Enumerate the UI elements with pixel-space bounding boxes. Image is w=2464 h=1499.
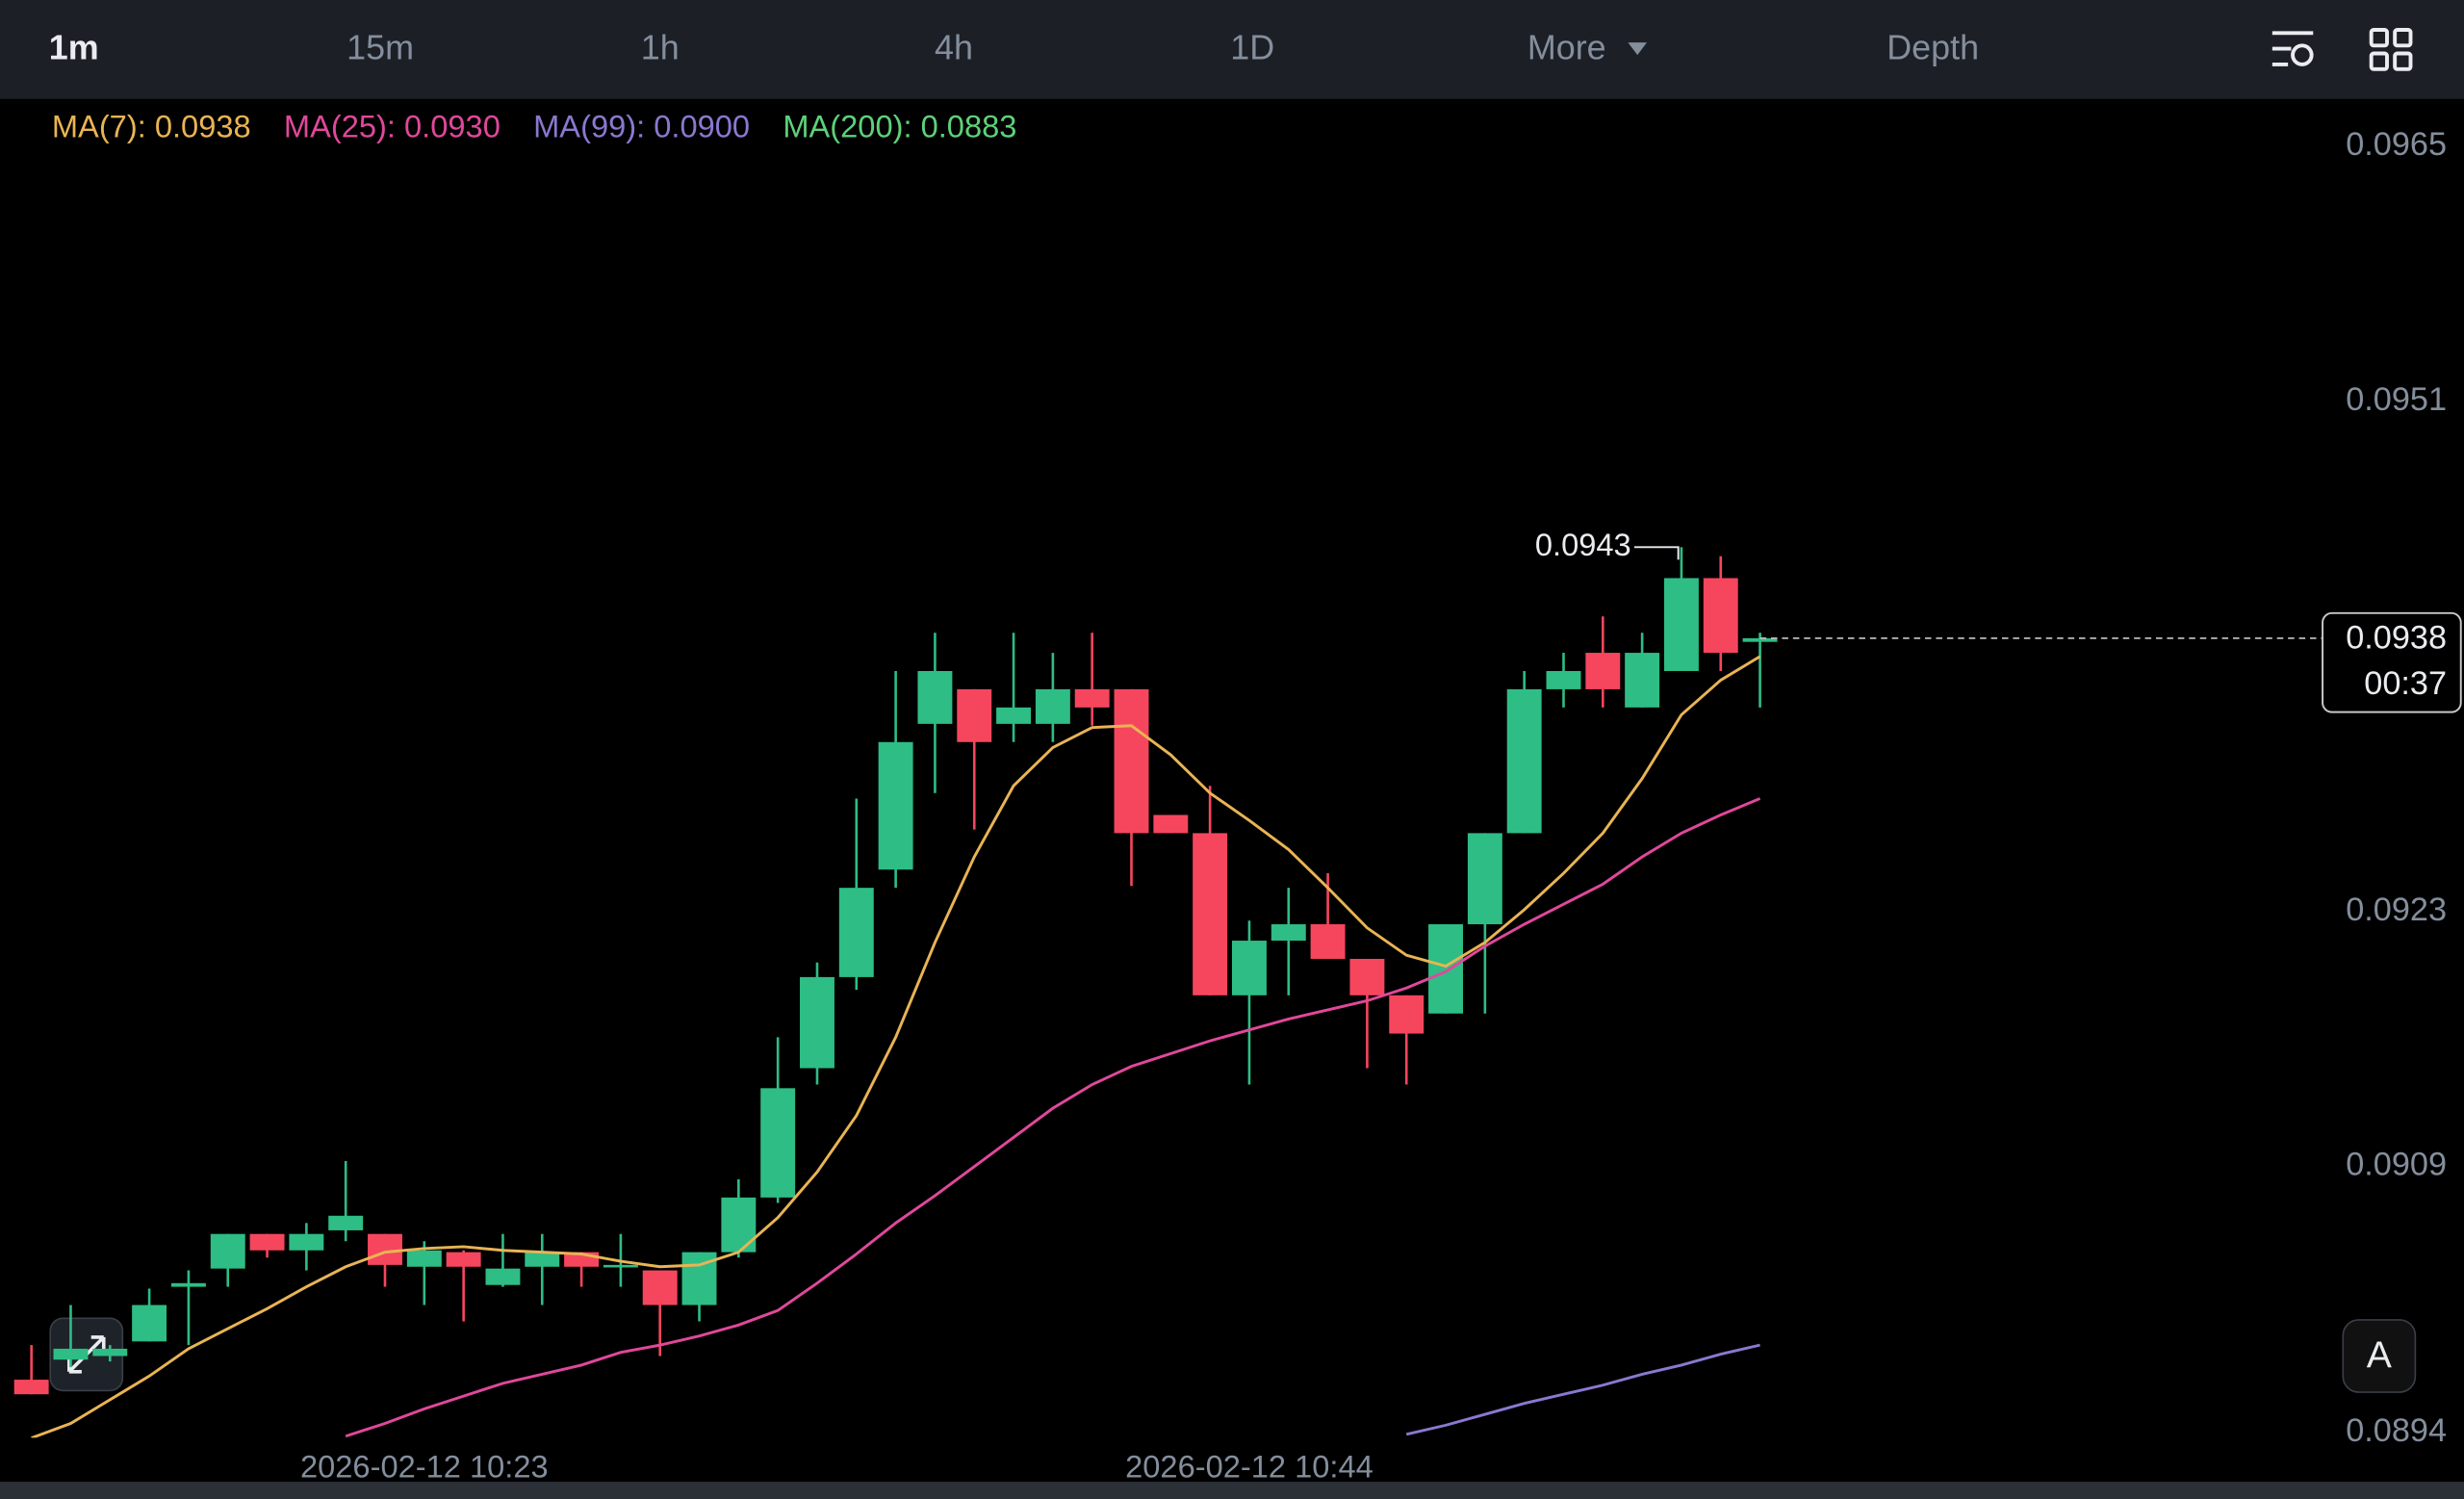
candle-body bbox=[1153, 814, 1189, 834]
candle-body bbox=[1663, 578, 1699, 671]
y-tick-label: 0.0894 bbox=[2346, 1412, 2447, 1449]
countdown-label: 00:37 bbox=[2364, 665, 2447, 702]
candle-body bbox=[603, 1264, 638, 1268]
candle-body bbox=[92, 1348, 128, 1357]
x-tick-label: 2026-02-12 10:23 bbox=[300, 1449, 549, 1485]
candle-body bbox=[1349, 958, 1385, 995]
timeframe-tab[interactable]: 1m bbox=[49, 28, 99, 67]
timeframe-tab[interactable]: More bbox=[1527, 28, 1606, 67]
dropdown-arrow bbox=[1628, 42, 1648, 56]
candle-body bbox=[1625, 653, 1660, 708]
x-tick-label: 2026-02-12 10:44 bbox=[1125, 1449, 1373, 1485]
candle-body bbox=[210, 1233, 245, 1269]
candle-body bbox=[957, 688, 992, 742]
candle-body bbox=[642, 1270, 678, 1305]
auto-button-label[interactable]: A bbox=[2367, 1334, 2393, 1376]
candle-body bbox=[1546, 670, 1581, 689]
candle-body bbox=[838, 888, 874, 977]
bottom-bar bbox=[0, 1482, 2464, 1499]
timeframe-tab[interactable]: 1D bbox=[1230, 28, 1274, 67]
candle-body bbox=[1703, 578, 1738, 654]
legend-entry: MA(7): 0.0938 bbox=[52, 108, 251, 143]
candle-body bbox=[917, 670, 953, 724]
y-tick-label: 0.0909 bbox=[2346, 1147, 2447, 1183]
candle-body bbox=[485, 1268, 521, 1285]
legend-entry: MA(25): 0.0930 bbox=[284, 108, 500, 143]
candle-body bbox=[1310, 924, 1346, 959]
candle-body bbox=[132, 1305, 167, 1342]
candle-body bbox=[1585, 653, 1621, 689]
y-tick-label: 0.0965 bbox=[2346, 126, 2447, 163]
layout-icon[interactable] bbox=[2369, 28, 2413, 71]
high-label: 0.0943 bbox=[1535, 527, 1631, 562]
candle-body bbox=[800, 976, 834, 1069]
ma-line bbox=[345, 797, 1761, 1438]
ma-line bbox=[1405, 1343, 1760, 1436]
legend-entry: MA(99): 0.0900 bbox=[533, 108, 750, 143]
candle-body bbox=[170, 1282, 206, 1287]
auto-button[interactable]: A bbox=[2342, 1319, 2417, 1393]
timeframe-tab[interactable]: 15m bbox=[346, 28, 414, 67]
timeframe-tab[interactable]: 1h bbox=[641, 28, 680, 67]
candle-body bbox=[525, 1252, 560, 1267]
candle-body bbox=[406, 1250, 442, 1267]
legend-entry: MA(200): 0.0883 bbox=[783, 108, 1016, 143]
candle-body bbox=[1428, 924, 1463, 1014]
candle-body bbox=[1467, 833, 1502, 925]
candle-body bbox=[53, 1348, 89, 1360]
candle-body bbox=[289, 1233, 324, 1251]
candle-body bbox=[1270, 924, 1306, 942]
timeframe-tab[interactable]: Depth bbox=[1886, 28, 1979, 67]
last-price-label: 0.0938 bbox=[2346, 620, 2447, 657]
candle-body bbox=[13, 1380, 49, 1395]
candle-body bbox=[1074, 688, 1110, 708]
timeframe-tab[interactable]: 4h bbox=[935, 28, 973, 67]
candle-body bbox=[1742, 637, 1778, 642]
candle-body bbox=[1193, 833, 1228, 995]
ma-line bbox=[31, 655, 1761, 1438]
candle-body bbox=[328, 1215, 364, 1230]
candle-body bbox=[249, 1233, 285, 1251]
y-tick-label: 0.0951 bbox=[2346, 381, 2447, 418]
candle-body bbox=[1506, 688, 1542, 834]
high-leader bbox=[1633, 546, 1680, 560]
last-price-box bbox=[2322, 611, 2462, 713]
plot bbox=[13, 547, 1778, 1438]
candle-body bbox=[878, 741, 913, 870]
candle-body bbox=[996, 707, 1032, 724]
candle-body bbox=[446, 1252, 481, 1267]
settings-icon[interactable] bbox=[2272, 31, 2314, 66]
candle-body bbox=[721, 1197, 757, 1253]
candle-body bbox=[368, 1233, 402, 1265]
candle-body bbox=[1389, 995, 1424, 1034]
candle-body bbox=[1114, 688, 1149, 834]
candle-body bbox=[1035, 688, 1070, 724]
candle-body bbox=[1232, 941, 1267, 995]
toolbar bbox=[0, 0, 2464, 99]
y-tick-label: 0.0923 bbox=[2346, 892, 2447, 928]
candle-body bbox=[760, 1088, 796, 1198]
